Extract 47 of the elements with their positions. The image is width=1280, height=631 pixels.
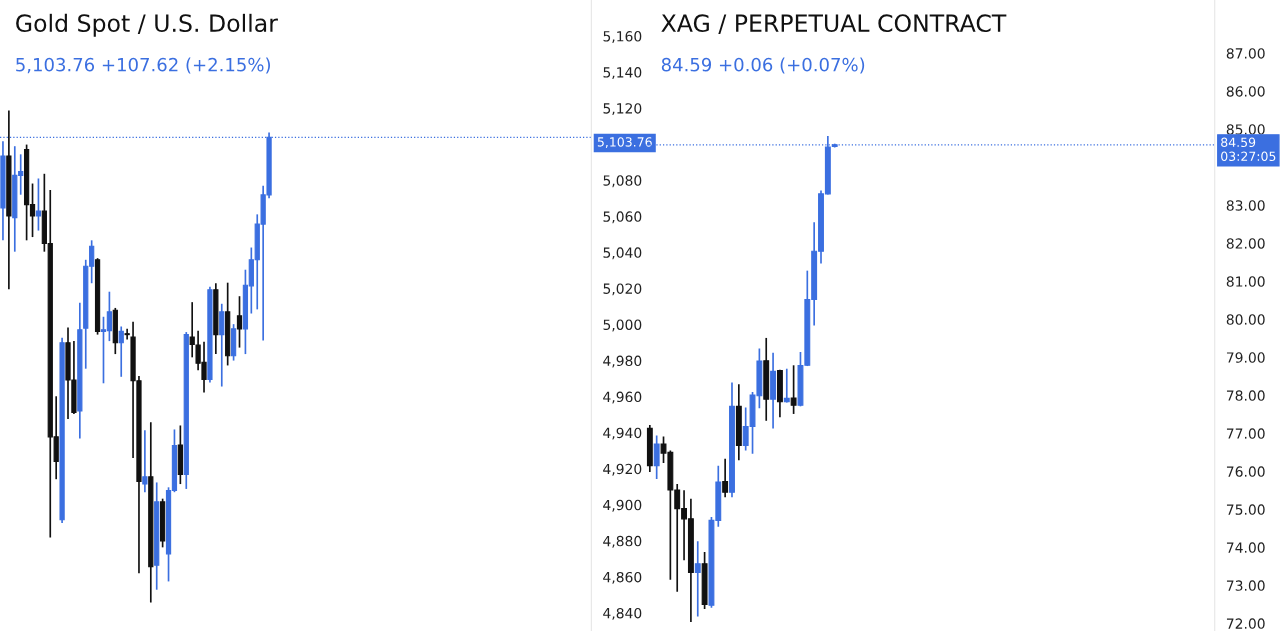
y-tick-label: 87.00 [1226, 48, 1265, 59]
candlestick [118, 325, 124, 378]
y-tick-label: 85.00 [1226, 124, 1265, 135]
y-tick-label: 5,160 [603, 31, 642, 43]
y-tick-label: 79.00 [1226, 352, 1265, 363]
y-tick-label: 76.00 [1226, 466, 1265, 477]
y-tick-label: 5,120 [603, 103, 642, 116]
y-tick-label: 5,020 [603, 283, 642, 296]
candlestick [142, 429, 148, 494]
y-tick-label: 77.00 [1226, 428, 1265, 439]
y-tick-label: 72.00 [1226, 618, 1265, 629]
y-tick-label: 4,980 [603, 355, 642, 368]
y-tick-label: 5,040 [603, 247, 642, 260]
y-tick-label: 5,060 [603, 211, 642, 224]
candlestick [653, 434, 660, 480]
candlestick [783, 367, 790, 404]
y-tick-label: 4,940 [603, 427, 642, 440]
y-tick-label: 4,860 [603, 571, 642, 584]
y-tick-label: 81.00 [1226, 276, 1265, 287]
candlestick [35, 177, 42, 232]
y-tick-label: 82.00 [1226, 238, 1265, 249]
y-tick-label: 86.00 [1226, 86, 1265, 97]
y-tick-label: 4,900 [603, 499, 642, 512]
text: XAG / PERPETUAL CONTRACT [661, 14, 1007, 34]
y-tick-label: 83.00 [1226, 200, 1265, 211]
y-tick-label: 74.00 [1226, 542, 1265, 553]
text: Gold Spot / U.S. Dollar [16, 13, 278, 37]
candlestick [722, 457, 729, 499]
text: 5,103.76 +107.62 (+2.15%) [16, 57, 270, 74]
y-tick-label: 4,880 [603, 535, 642, 548]
y-tick-label: 80.00 [1226, 314, 1265, 325]
candlestick [219, 302, 225, 388]
y-tick-label: 4,840 [603, 607, 642, 620]
y-tick-label: 5,000 [603, 319, 642, 332]
ref-line-label: 84.59 03:27:05 [1221, 137, 1276, 162]
y-tick-label: 78.00 [1226, 390, 1265, 401]
candlestick [694, 540, 701, 618]
text: 84.59 +0.06 (+0.07%) [661, 57, 865, 74]
y-tick-label: 73.00 [1226, 580, 1265, 591]
y-tick-label: 5,080 [603, 175, 642, 188]
y-tick-label: 4,920 [603, 463, 642, 476]
y-tick-label: 75.00 [1226, 504, 1265, 515]
y-tick-label: 4,960 [603, 391, 642, 404]
ref-line-label: 5,103.76 [597, 137, 652, 148]
y-tick-label: 5,140 [603, 67, 642, 80]
candlestick [790, 364, 797, 415]
candlestick [236, 295, 243, 349]
